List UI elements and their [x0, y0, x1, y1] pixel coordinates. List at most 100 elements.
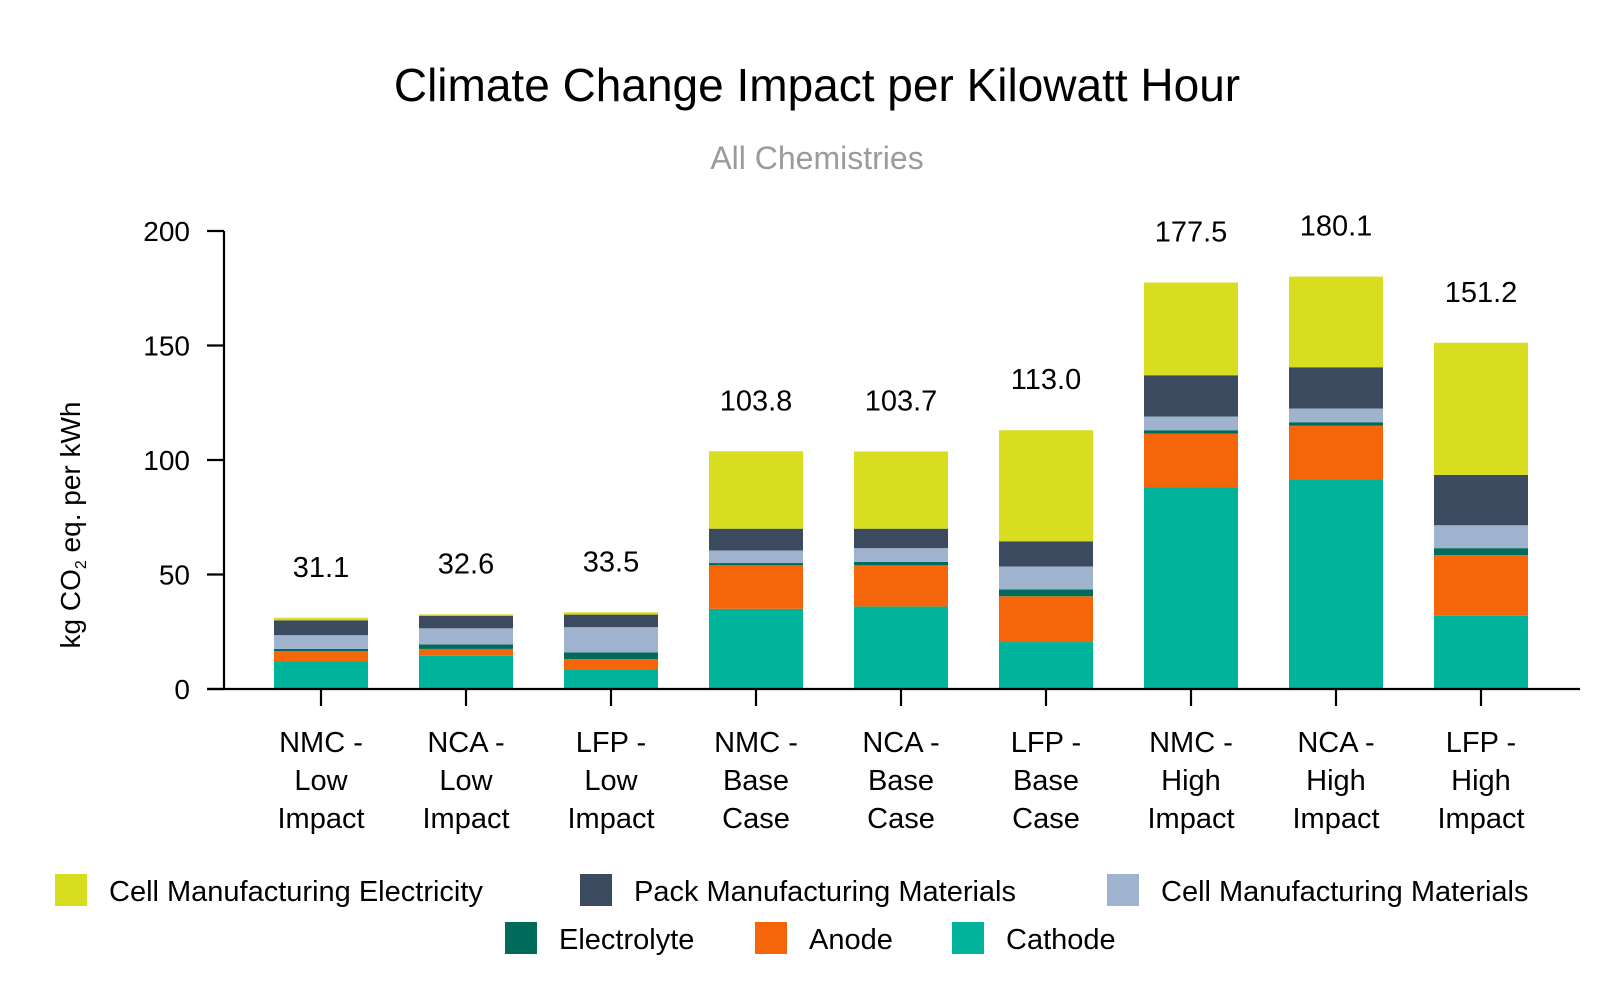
- category-label: Base: [723, 765, 789, 797]
- bar-segment: [564, 612, 658, 615]
- bar-segment: [274, 617, 368, 621]
- bar-segment: [564, 627, 658, 653]
- category-label: Base: [868, 765, 934, 797]
- bar-segment: [1144, 416, 1238, 431]
- bar-segment: [419, 615, 513, 629]
- bar-segment: [564, 669, 658, 689]
- bar-segment: [1289, 425, 1383, 480]
- bar-segment: [854, 528, 948, 549]
- y-axis-label-subscript: 2: [73, 560, 90, 569]
- bar-segment: [419, 644, 513, 649]
- category-label: NMC -: [279, 727, 363, 759]
- bar-segment: [1434, 525, 1528, 549]
- bar-segment: [999, 541, 1093, 567]
- bar-segment: [274, 651, 368, 662]
- bar-segment: [1144, 430, 1238, 434]
- category-label: LFP -: [576, 727, 646, 759]
- total-label: 151.2: [1445, 277, 1518, 309]
- legend-label: Cell Manufacturing Electricity: [109, 876, 483, 908]
- y-axis-label-rest: eq. per kWh: [55, 402, 86, 561]
- bar-segment: [1434, 615, 1528, 689]
- legend-label: Cell Manufacturing Materials: [1161, 876, 1528, 908]
- category-label: LFP -: [1011, 727, 1081, 759]
- legend-label: Pack Manufacturing Materials: [634, 876, 1016, 908]
- total-label: 180.1: [1300, 211, 1373, 243]
- legend-label: Anode: [809, 924, 893, 956]
- bar-segment: [709, 565, 803, 609]
- category-label: High: [1161, 765, 1221, 797]
- legend-label: Electrolyte: [559, 924, 694, 956]
- bar-segment: [274, 620, 368, 636]
- bar-segment: [1144, 433, 1238, 488]
- category-label: Low: [294, 765, 348, 797]
- bar-segment: [1434, 548, 1528, 556]
- legend-swatch: [505, 922, 537, 954]
- category-label: High: [1306, 765, 1366, 797]
- category-label: Case: [722, 803, 790, 835]
- y-tick-label: 50: [159, 560, 190, 591]
- category-label: Impact: [422, 803, 509, 835]
- total-label: 103.8: [720, 385, 793, 417]
- bar-segment: [709, 528, 803, 551]
- category-label: Case: [867, 803, 935, 835]
- bar-segment: [1144, 487, 1238, 689]
- legend-swatch: [580, 874, 612, 906]
- bar-segment: [1289, 408, 1383, 423]
- category-label: Impact: [1437, 803, 1524, 835]
- bars: [274, 276, 1528, 689]
- total-label: 113.0: [1011, 364, 1081, 396]
- category-label: Case: [1012, 803, 1080, 835]
- y-tick-label: 100: [143, 445, 190, 476]
- bar-segment: [419, 648, 513, 656]
- legend: Cell Manufacturing Electricity Pack Manuf…: [55, 874, 1528, 956]
- bar-segment: [274, 648, 368, 652]
- category-label: NMC -: [1149, 727, 1233, 759]
- bar-segment: [999, 430, 1093, 542]
- bar-segment: [854, 606, 948, 689]
- bar-segment: [854, 565, 948, 607]
- bar-segment: [854, 548, 948, 562]
- bar-segment: [419, 614, 513, 616]
- total-label: 31.1: [293, 552, 349, 584]
- bar-segment: [709, 451, 803, 529]
- total-label: 103.7: [865, 386, 938, 418]
- bar-segment: [999, 566, 1093, 590]
- legend-swatch: [755, 922, 787, 954]
- bar-segment: [1289, 479, 1383, 689]
- total-label: 32.6: [438, 548, 494, 580]
- category-labels: NMC - Low Impact NCA - Low Impact LFP - Low Impa…: [277, 689, 1525, 835]
- category-label: NCA -: [1297, 727, 1374, 759]
- category-label: LFP -: [1446, 727, 1516, 759]
- category-label: High: [1451, 765, 1511, 797]
- legend-swatch: [952, 922, 984, 954]
- bar-segment: [999, 589, 1093, 597]
- legend-swatch: [55, 874, 87, 906]
- bar-segment: [709, 563, 803, 566]
- y-axis-ticks: 0 50 100 150 200: [143, 216, 224, 705]
- bar-segment: [1434, 342, 1528, 475]
- y-tick-label: 200: [143, 216, 190, 247]
- chart-title: Climate Change Impact per Kilowatt Hour: [394, 59, 1240, 111]
- bar-segment: [1144, 282, 1238, 376]
- bar-segment: [564, 659, 658, 670]
- total-label: 33.5: [583, 546, 639, 578]
- y-axis-label-main: kg CO: [55, 569, 86, 648]
- y-tick-label: 0: [174, 674, 190, 705]
- chart-subtitle: All Chemistries: [710, 140, 923, 176]
- bar-segment: [854, 451, 948, 529]
- bar-segment: [1434, 474, 1528, 526]
- bar-segment: [999, 596, 1093, 643]
- bar-segment: [709, 608, 803, 689]
- y-axis-label: kg CO2 eq. per kWh: [55, 402, 90, 649]
- category-label: NCA -: [862, 727, 939, 759]
- bar-segment: [1434, 555, 1528, 616]
- bar-segment: [999, 642, 1093, 689]
- bar-segment: [709, 550, 803, 564]
- bar-segment: [274, 661, 368, 689]
- category-label: Impact: [1292, 803, 1379, 835]
- bar-segment: [1144, 375, 1238, 417]
- category-label: NCA -: [427, 727, 504, 759]
- category-label: Impact: [277, 803, 364, 835]
- category-label: Impact: [1147, 803, 1234, 835]
